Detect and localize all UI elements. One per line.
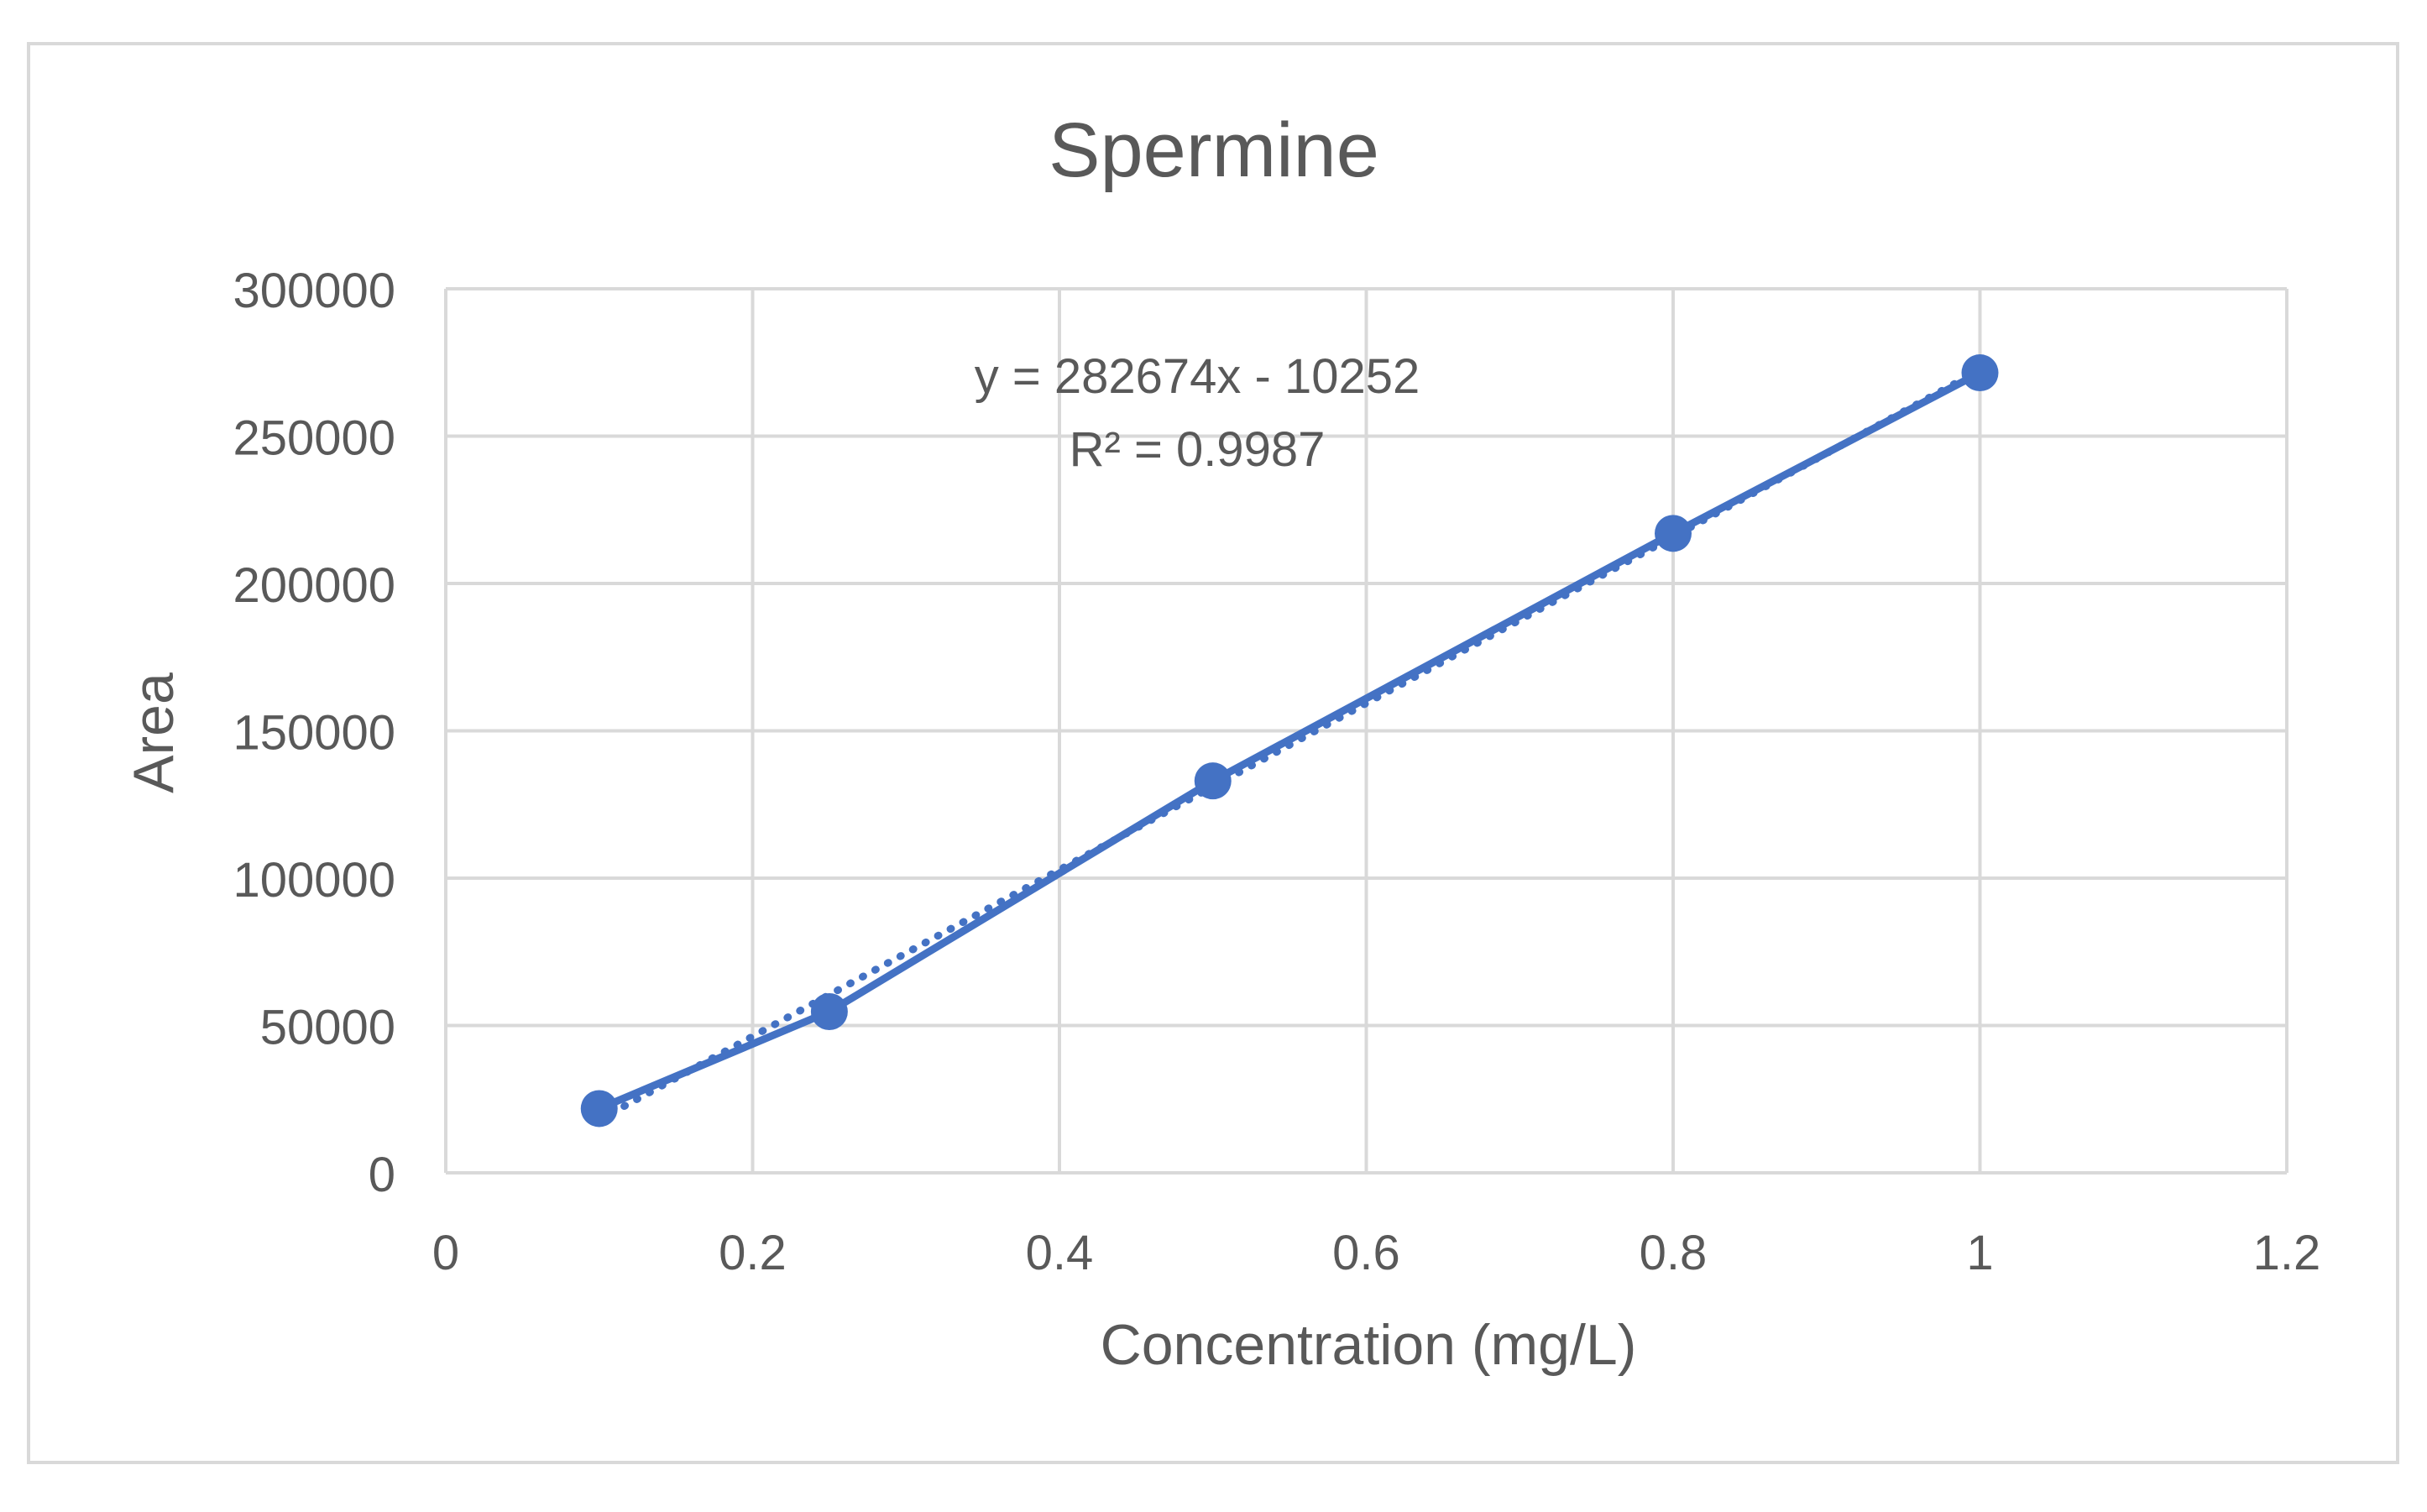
x-tick-label: 0.4 (1026, 1226, 1094, 1280)
x-tick-label: 1.2 (2253, 1226, 2321, 1280)
trendline-equation: y = 282674x - 10252 (975, 349, 1420, 404)
y-tick-label: 50000 (260, 1001, 395, 1055)
y-tick-label: 100000 (233, 853, 395, 908)
y-tick-label: 150000 (233, 706, 395, 761)
chart-title: Spermine (1049, 107, 1379, 193)
y-tick-label: 250000 (233, 411, 395, 466)
data-point (1194, 762, 1232, 800)
x-tick-label: 1 (1966, 1226, 1993, 1280)
y-tick-label: 0 (369, 1148, 395, 1202)
data-point (810, 993, 848, 1031)
x-tick-label: 0.6 (1332, 1226, 1400, 1280)
x-axis-label: Concentration (mg/L) (1101, 1313, 1637, 1377)
data-point (580, 1090, 618, 1127)
x-axis-tick-labels: 0 0.2 0.4 0.6 0.8 1 1.2 (432, 1226, 2320, 1280)
y-tick-label: 300000 (233, 264, 395, 318)
y-axis-label: Area (122, 672, 186, 793)
markers-layer (580, 354, 1999, 1127)
y-tick-label: 200000 (233, 558, 395, 613)
chart-border (27, 42, 2399, 1464)
trendline-r2: R² = 0.9987 (1070, 422, 1326, 477)
x-tick-label: 0.8 (1640, 1226, 1708, 1280)
gridlines (444, 287, 2288, 1175)
data-point (1655, 515, 1692, 552)
data-point (1961, 354, 1999, 392)
x-tick-label: 0 (432, 1226, 459, 1280)
x-tick-label: 0.2 (719, 1226, 787, 1280)
y-axis-tick-labels: 0 50000 100000 150000 200000 250000 300000 (233, 264, 395, 1202)
